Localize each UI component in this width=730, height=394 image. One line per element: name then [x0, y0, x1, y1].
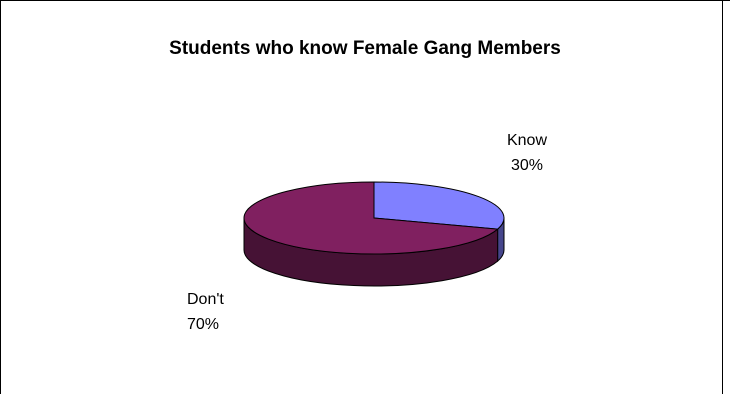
slice-top-1 — [243, 181, 499, 255]
chart-title: Students who know Female Gang Members — [169, 38, 561, 59]
slice-name-dont: Don't — [187, 291, 224, 308]
slice-label-know: Know 30% — [497, 128, 557, 178]
slice-value-know: 30% — [510, 157, 544, 174]
slice-top-0 — [373, 181, 505, 230]
slice-label-dont: Don't 70% — [187, 287, 257, 337]
slice-value-dont: 70% — [187, 316, 220, 333]
slice-name-know: Know — [506, 132, 548, 149]
